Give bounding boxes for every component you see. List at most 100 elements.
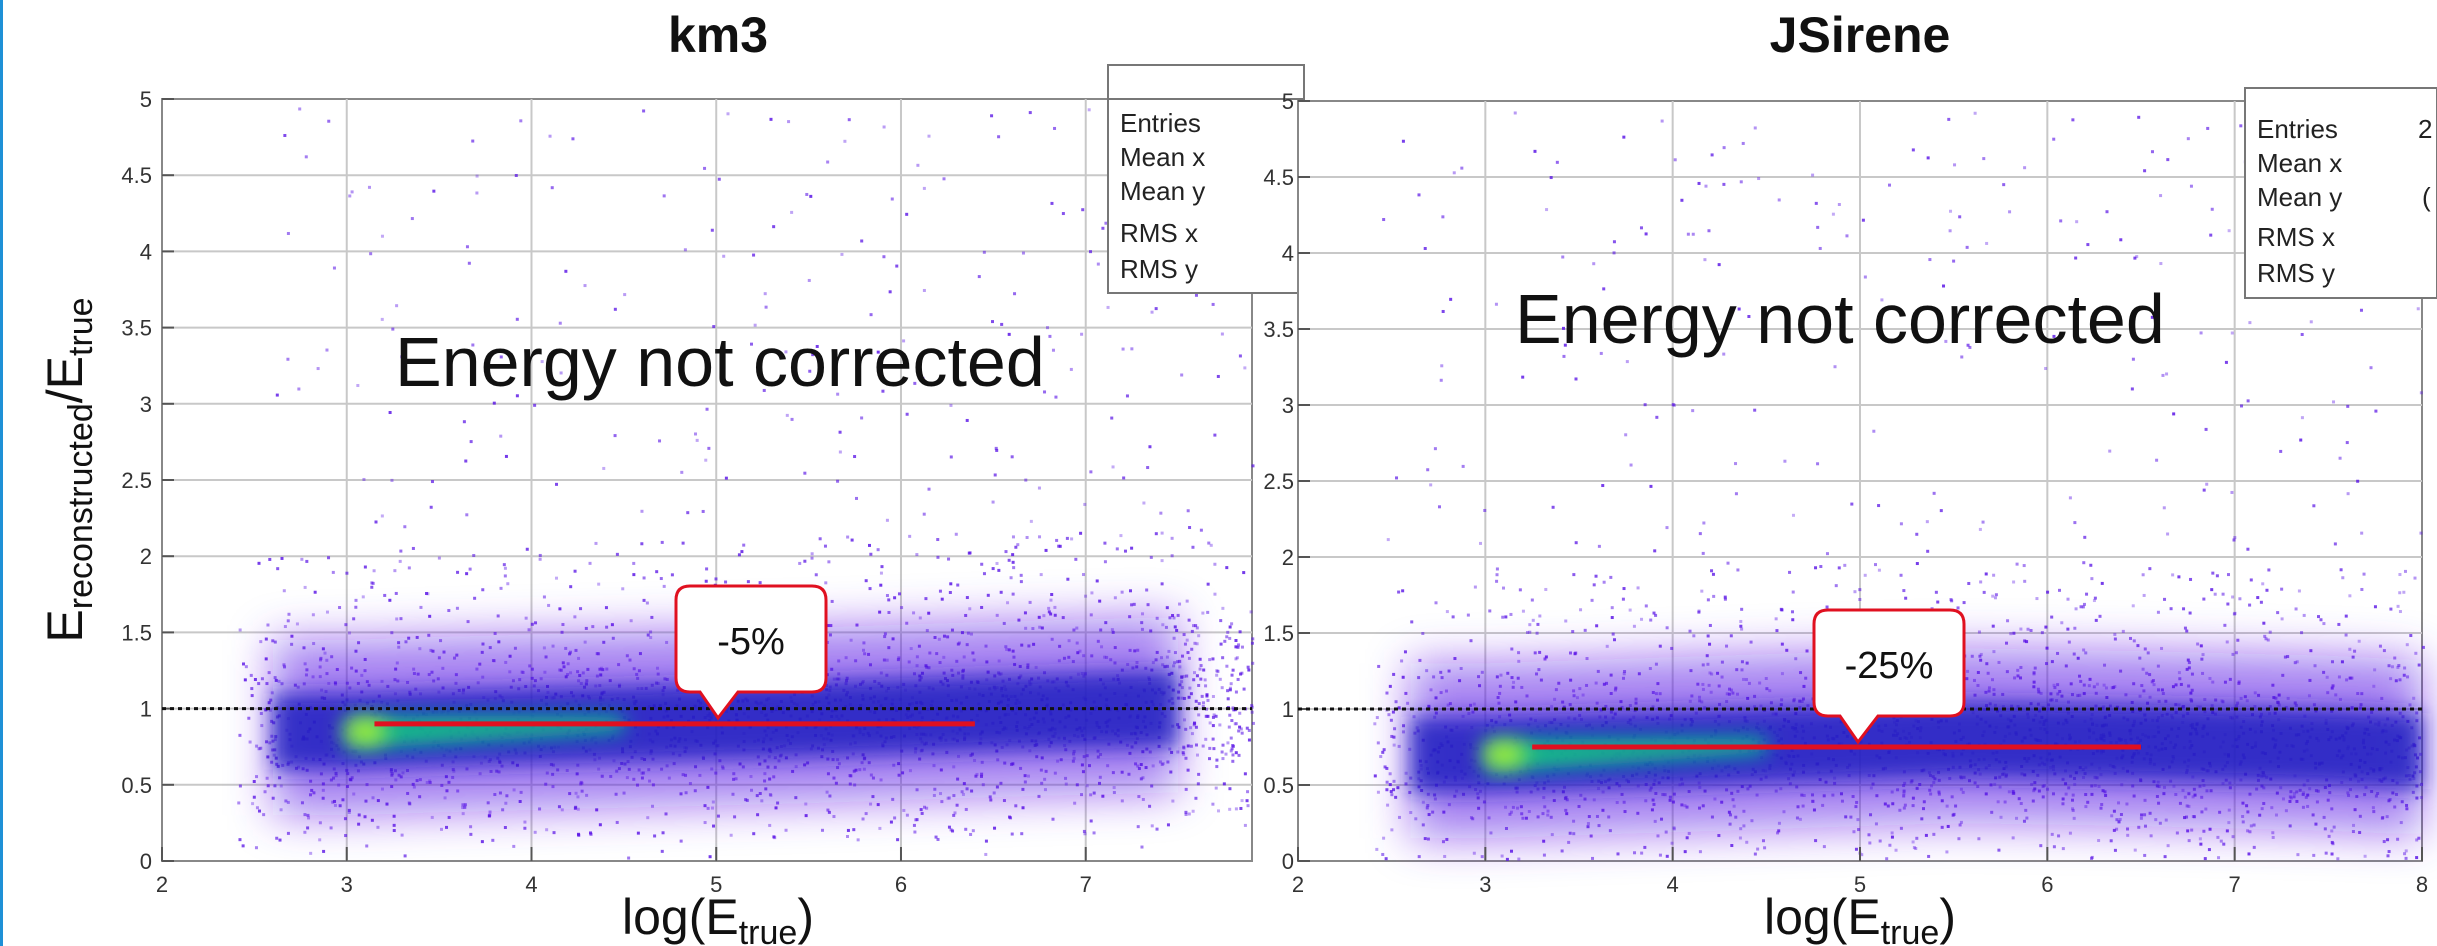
scatter-point [989,798,993,802]
scatter-point [1230,673,1234,677]
scatter-point [238,838,242,842]
scatter-point [425,591,429,595]
scatter-point [1394,795,1398,799]
scatter-point [716,814,720,818]
scatter-point [1850,502,1854,506]
scatter-point [704,458,708,462]
scatter-point [1223,639,1227,643]
scatter-point [1246,790,1250,794]
y-tick-label: 2.5 [121,468,152,493]
scatter-point [393,569,397,573]
scatter-point [627,856,631,860]
scatter-point [2035,597,2039,601]
scatter-point [1706,634,1710,638]
scatter-point [1952,259,1956,263]
scatter-point [472,553,476,557]
scatter-point [1146,466,1150,470]
scatter-point [2166,158,2170,162]
scatter-point [2202,597,2206,601]
scatter-point [991,500,995,504]
scatter-point [327,119,331,123]
scatter-point [1445,837,1449,841]
scatter-point [1403,650,1407,654]
scatter-point [1016,543,1020,547]
scatter-point [1763,846,1767,850]
scatter-point [1237,753,1241,757]
scatter-point [1700,589,1704,593]
scatter-point [1441,840,1445,844]
scatter-point [1945,850,1949,854]
scatter-point [763,292,767,296]
scatter-point [432,189,436,193]
scatter-point [2025,640,2029,644]
scatter-point [2266,638,2270,642]
scatter-point [838,430,842,434]
scatter-point [503,574,507,578]
scatter-point [1382,836,1386,840]
scatter-point [895,264,899,268]
scatter-point [552,831,556,835]
scatter-point [955,803,959,807]
scatter-point [2130,387,2134,391]
y-tick-label: 1 [140,697,152,722]
scatter-point [706,806,710,810]
scatter-point [1211,724,1215,728]
scatter-point [1178,659,1182,663]
scatter-point [1234,690,1238,694]
callout-bubble [674,584,828,721]
scatter-point [1982,590,1986,594]
scatter-point [1025,535,1029,539]
scatter-point [1533,651,1537,655]
scatter-point [255,744,259,748]
scatter-point [1209,543,1213,547]
scatter-point [1609,575,1613,579]
scatter-point [1401,675,1405,679]
scatter-point [1047,610,1051,614]
scatter-point [1070,537,1074,541]
scatter-point [1785,648,1789,652]
scatter-point [846,535,850,539]
scatter-point [2073,521,2077,525]
scatter-point [1208,746,1212,750]
scatter-point [1861,218,1865,222]
scatter-point [1926,156,1930,160]
scatter-point [2345,441,2349,445]
scatter-point [286,831,290,835]
scatter-point [662,194,666,198]
scatter-point [475,174,479,178]
scatter-point [615,820,619,824]
scatter-point [2233,536,2237,540]
scatter-point [2075,220,2079,224]
scatter-point [818,537,822,541]
scatter-point [703,166,707,170]
scatter-point [487,814,491,818]
scatter-point [1599,351,1603,355]
scatter-point [2387,850,2391,854]
scatter-point [325,610,329,614]
scatter-point [830,599,834,603]
scatter-point [2097,839,2101,843]
scatter-point [905,621,909,625]
scatter-point [2333,542,2337,546]
scatter-point [2344,614,2348,618]
scatter-point [2215,574,2219,578]
scatter-point [533,830,537,834]
scatter-point [1240,731,1244,735]
scatter-point [1385,691,1389,695]
scatter-point [2386,854,2390,858]
scatter-point [623,293,627,297]
scatter-point [466,620,470,624]
scatter-point [415,635,419,639]
scatter-point [1397,706,1401,710]
scatter-point [2346,404,2350,408]
scatter-point [268,557,272,561]
scatter-point [1238,630,1242,634]
scatter-point [1958,823,1962,827]
scatter-point [712,824,716,828]
scatter-point [2093,596,2097,600]
scatter-point [1777,198,1781,202]
scatter-point [1592,583,1596,587]
scatter-point [632,561,636,565]
scatter-point [1204,684,1208,688]
scatter-point [306,826,310,830]
